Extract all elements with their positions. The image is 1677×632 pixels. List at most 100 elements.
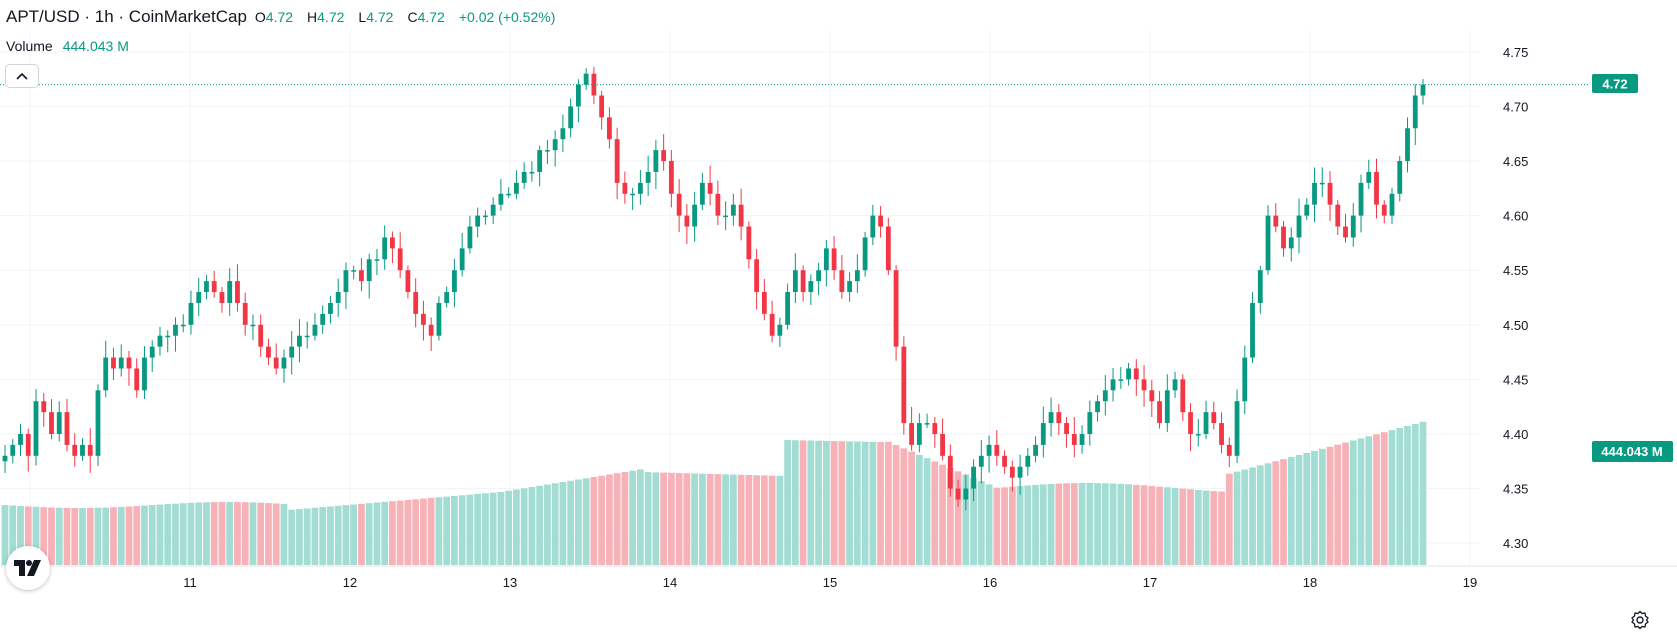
- volume-bar: [497, 492, 505, 565]
- volume-bar: [218, 502, 226, 565]
- candle-body: [320, 313, 326, 325]
- candle-body: [1412, 95, 1418, 129]
- candle-body: [10, 444, 16, 456]
- volume-bar: [977, 481, 985, 565]
- volume-bar: [652, 472, 660, 565]
- candle-body: [126, 357, 132, 369]
- candle-body: [1304, 204, 1310, 216]
- volume-bar: [606, 474, 613, 565]
- volume-bar: [373, 502, 381, 565]
- open-value: 4.72: [265, 9, 294, 25]
- candle-body: [1056, 412, 1062, 424]
- candle-body: [219, 292, 225, 303]
- candle-body: [963, 488, 969, 500]
- candle-body: [1257, 270, 1263, 303]
- volume-bar: [729, 474, 737, 565]
- symbol-title[interactable]: APT/USD · 1h · CoinMarketCap: [6, 7, 247, 26]
- candle-body: [545, 150, 550, 152]
- candle-body: [723, 215, 729, 218]
- candle-body: [165, 335, 171, 338]
- time-axis[interactable]: 10111213141516171819: [0, 565, 1677, 590]
- candle-body: [637, 182, 643, 194]
- volume-label[interactable]: Volume: [6, 38, 53, 54]
- candle-body: [560, 128, 566, 140]
- candle-body: [157, 335, 163, 347]
- volume-bar: [505, 490, 513, 565]
- last-price-label: 4.72: [1592, 74, 1638, 93]
- volume-bar: [350, 504, 358, 565]
- candle-body: [467, 226, 473, 249]
- candle-body: [273, 357, 279, 369]
- volume-bar: [722, 474, 729, 565]
- volume-bar: [1039, 484, 1047, 565]
- candle-body: [103, 357, 109, 391]
- volume-bar: [1287, 457, 1295, 565]
- candle-body: [986, 444, 992, 456]
- volume-bar: [427, 497, 435, 565]
- volume-bar: [94, 507, 102, 565]
- candle-body: [421, 313, 426, 325]
- candle-body: [1203, 412, 1209, 434]
- price-axis[interactable]: 4.30 4.35 4.40 4.45 4.50 4.55 4.60 4.65 4.70 4.75: [1503, 45, 1528, 551]
- candle-body: [1164, 390, 1170, 424]
- candle-body: [847, 281, 853, 293]
- candle-body: [645, 171, 651, 183]
- x-tick-label: 16: [983, 575, 997, 590]
- candle-body: [498, 193, 504, 205]
- candle-body: [1079, 433, 1085, 445]
- volume-bar: [458, 495, 466, 565]
- volume-bar: [1303, 452, 1311, 565]
- candle-body: [281, 357, 287, 369]
- volume-bar: [1233, 471, 1241, 565]
- candle-body: [242, 302, 248, 325]
- candle-body: [947, 455, 953, 489]
- volume-bar: [17, 505, 24, 565]
- high-label: H: [307, 9, 318, 25]
- candle-body: [1071, 433, 1077, 445]
- candle-body: [87, 444, 93, 456]
- candle-body: [1118, 379, 1124, 381]
- volume-bar: [838, 441, 846, 565]
- candle-body: [459, 248, 465, 271]
- volume-bar: [877, 442, 884, 565]
- candle-body: [630, 193, 636, 196]
- x-tick-label: 13: [503, 575, 517, 590]
- candle-body: [1234, 401, 1240, 456]
- x-tick-label: 17: [1143, 575, 1157, 590]
- candle-body: [816, 270, 822, 282]
- volume-bar: [195, 502, 203, 565]
- last-price-text: 4.72: [1602, 77, 1627, 92]
- candle-body: [839, 270, 845, 293]
- volume-bar: [203, 502, 210, 565]
- volume-bar: [776, 475, 784, 565]
- volume-bar: [753, 475, 760, 565]
- volume-bar: [63, 507, 71, 565]
- candle-body: [266, 346, 271, 358]
- candle-body: [684, 215, 690, 227]
- candle-body: [1195, 433, 1201, 436]
- candle-body: [335, 292, 341, 303]
- candle-body: [831, 248, 837, 271]
- volume-bar: [55, 507, 63, 565]
- gear-icon[interactable]: [1630, 610, 1650, 630]
- volume-bar: [1380, 432, 1388, 565]
- volume-value: 444.043 M: [62, 38, 129, 54]
- candle-body: [149, 346, 155, 358]
- volume-bar: [40, 507, 48, 565]
- volume-bar: [768, 475, 776, 565]
- volume-bar: [884, 441, 892, 565]
- candle-body: [227, 281, 233, 303]
- symbol-legend: APT/USD · 1h · CoinMarketCap O4.72 H4.72…: [6, 7, 555, 27]
- candle-body: [599, 95, 605, 118]
- volume-bar: [946, 468, 954, 565]
- volume-bar: [489, 492, 497, 565]
- candle-body: [142, 357, 147, 391]
- candle-body: [754, 259, 760, 293]
- tradingview-logo-icon[interactable]: [6, 546, 50, 590]
- collapse-legend-button[interactable]: [5, 64, 39, 88]
- candle-body: [885, 226, 891, 271]
- volume-bar: [1001, 487, 1008, 565]
- volume-bar: [474, 494, 482, 565]
- volume-bar: [482, 493, 489, 565]
